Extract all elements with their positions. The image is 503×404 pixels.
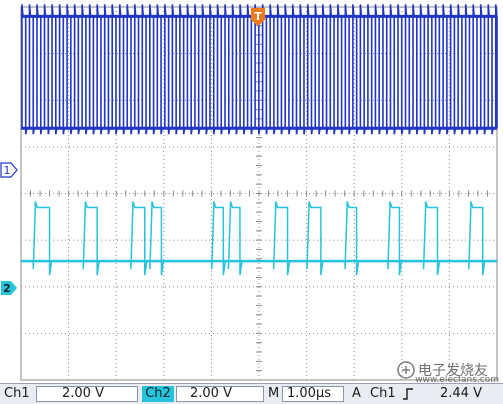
ch1-scale-value: 2.00 V (62, 386, 104, 401)
ch2-scale-box[interactable] (176, 386, 264, 402)
trigger-position-marker[interactable]: T (251, 8, 265, 26)
timebase-box[interactable] (282, 386, 344, 402)
ch2-scale-value: 2.00 V (190, 386, 232, 401)
status-bar: Ch1 2.00 V Ch2 2.00 V M 1.00μs A Ch1 2.4… (0, 383, 503, 404)
ch1-scale-box[interactable] (36, 386, 138, 402)
ch2-marker-shape (1, 281, 17, 295)
rising-edge-icon (403, 388, 413, 400)
trigger-mode-label: A (352, 386, 361, 401)
ch2-ground-marker[interactable]: 2 (1, 281, 17, 295)
trigger-marker-label: T (254, 10, 262, 23)
watermark-url: www.elecfans.com (415, 375, 499, 385)
ch1-marker-shape (0, 162, 18, 178)
ch2-marker-label: 2 (3, 282, 11, 295)
ch1-ground-marker[interactable]: 1 (0, 162, 18, 178)
graticule (20, 6, 498, 381)
ch2-waveform (21, 201, 497, 276)
timebase-value: 1.00μs (287, 386, 331, 401)
ch1-marker-label: 1 (4, 164, 11, 177)
trigger-marker-shape (251, 8, 265, 26)
trigger-level[interactable]: 2.44 V (440, 386, 482, 401)
ch2-label[interactable]: Ch2 (142, 386, 174, 402)
trigger-source[interactable]: Ch1 (370, 386, 396, 401)
timebase-label: M (268, 386, 280, 401)
ch1-label[interactable]: Ch1 (4, 386, 30, 401)
